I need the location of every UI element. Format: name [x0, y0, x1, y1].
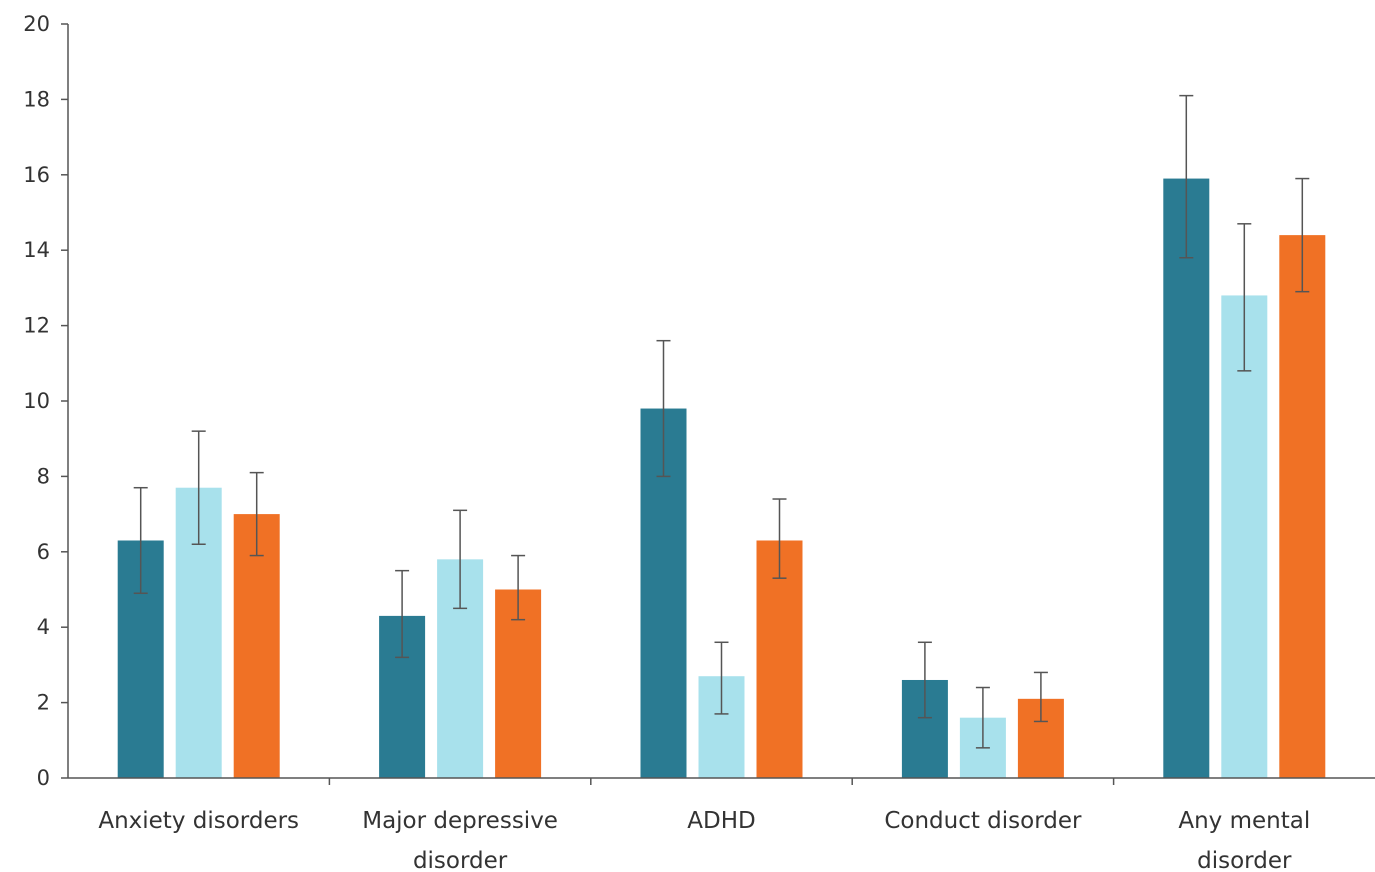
error-bars [133, 94, 1310, 749]
x-axis: Anxiety disorders Major depressive disorde… [68, 777, 1375, 872]
y-axis: 0 2 4 6 8 10 12 14 16 18 20 [23, 12, 69, 790]
bar [1163, 178, 1210, 778]
x-category-label: disorder [1197, 848, 1292, 872]
x-category-label: Conduct disorder [884, 808, 1082, 834]
bar [1279, 235, 1326, 778]
y-tick-label: 2 [37, 691, 50, 715]
y-tick-label: 14 [23, 238, 50, 262]
bar [495, 589, 542, 778]
y-tick-label: 0 [37, 766, 50, 790]
x-category-label: Any mental [1178, 808, 1310, 834]
bar [756, 540, 803, 778]
bars [117, 178, 1326, 778]
x-category-label: ADHD [687, 808, 755, 834]
y-tick-label: 16 [23, 163, 50, 187]
y-tick-label: 10 [23, 389, 50, 413]
x-category-label: Anxiety disorders [98, 808, 299, 834]
bar [233, 514, 280, 778]
y-tick-label: 4 [37, 615, 50, 639]
y-tick-label: 20 [23, 12, 50, 36]
y-tick-label: 6 [37, 540, 50, 564]
bar [1221, 295, 1268, 778]
x-category-label: Major depressive [362, 808, 558, 834]
y-tick-label: 12 [23, 314, 50, 338]
x-category-label: disorder [413, 848, 508, 872]
y-tick-label: 8 [37, 464, 50, 488]
y-tick-label: 18 [23, 87, 50, 111]
